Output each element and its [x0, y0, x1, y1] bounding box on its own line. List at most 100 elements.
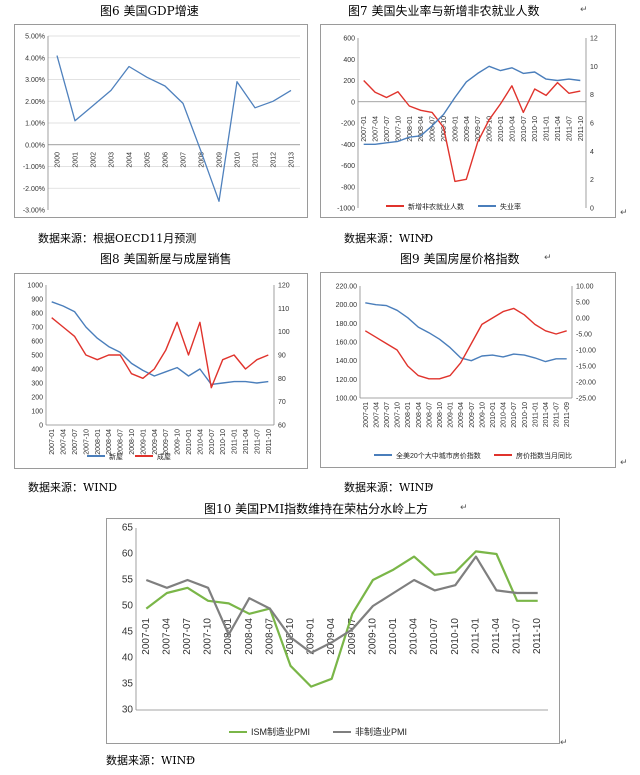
x-tick-label: 2007-04	[61, 429, 68, 455]
y-tick-label: 900	[31, 297, 43, 304]
x-tick-label: 2010	[235, 152, 242, 168]
x-tick-label: 2010-01	[186, 429, 193, 455]
x-tick-label: 2011-10	[578, 116, 585, 141]
series-line-1	[51, 301, 269, 386]
y2-tick-label: 60	[278, 423, 286, 430]
y2-tick-label: 8	[590, 92, 594, 99]
legend-label: 全美20个大中城市房价指数	[396, 451, 481, 460]
x-tick-label: 2007-01	[141, 618, 152, 655]
series-line-2	[51, 317, 269, 389]
x-tick-label: 2009-07	[347, 618, 358, 655]
x-tick-label: 2011-01	[544, 116, 551, 141]
y-tick-label: -600	[341, 163, 355, 170]
paragraph-mark: ↵	[580, 5, 588, 15]
x-tick-label: 2007-07	[182, 618, 193, 655]
chart7-source: 数据来源：WIND	[344, 232, 434, 245]
x-tick-label: 2009-01	[448, 402, 455, 428]
x-tick-label: 2011-01	[232, 429, 239, 454]
y-tick-label: 1000	[27, 283, 43, 290]
x-tick-label: 2011-04	[491, 618, 502, 654]
x-tick-label: 2011-04	[243, 429, 250, 454]
y-tick-label: 30	[122, 705, 134, 716]
series-line-2	[145, 555, 538, 654]
y2-tick-label: 80	[278, 376, 286, 383]
y2-tick-label: -15.00	[576, 364, 596, 371]
legend-label: ISM制造业PMI	[251, 726, 310, 737]
y-tick-label: 0	[39, 423, 43, 430]
legend-label: 成屋	[157, 452, 171, 461]
y-tick-label: 40	[122, 653, 134, 664]
y2-tick-label: 5.00	[576, 300, 590, 307]
chart6: 5.00% 4.00% 3.00% 2.00% 1.00% 0.00% -1.00% -2.0…	[14, 24, 308, 218]
x-tick-label: 2010-01	[388, 618, 399, 655]
y-tick-label: 160.00	[336, 340, 358, 347]
y-tick-label: 200	[343, 78, 355, 85]
legend-label: 新屋	[109, 452, 123, 461]
x-tick-label: 2010-07	[521, 116, 528, 142]
x-tick-label: 2008-07	[430, 116, 437, 142]
y2-tick-label: 110	[278, 306, 289, 313]
x-tick-label: 2001	[73, 152, 80, 168]
x-tick-label: 2008-07	[264, 618, 275, 655]
x-tick-label: 2010-01	[490, 402, 497, 428]
x-tick-label: 2007-07	[72, 429, 79, 455]
x-tick-label: 2007-04	[373, 116, 380, 142]
x-tick-label: 2009-10	[367, 618, 378, 655]
y2-tick-label: 6	[590, 121, 594, 128]
y-tick-label: 400	[31, 367, 43, 374]
x-tick-label: 2011-10	[266, 429, 273, 454]
x-tick-label: 2004	[127, 152, 134, 168]
paragraph-mark: ↵	[620, 458, 628, 468]
chart-frame	[106, 518, 560, 744]
paragraph-mark: ↵	[460, 503, 468, 513]
legend-label: 新增非农就业人数	[408, 202, 464, 211]
y2-tick-label: 0.00	[576, 316, 590, 323]
y2-tick-label: 0	[590, 206, 594, 213]
x-tick-label: 2007-10	[203, 618, 214, 655]
x-tick-label: 2008-01	[407, 116, 414, 142]
y-tick-label: 60	[122, 549, 134, 560]
y-tick-label: 4.00%	[25, 55, 45, 62]
x-tick-label: 2010-10	[532, 116, 539, 142]
y-tick-label: 45	[122, 627, 134, 638]
x-tick-label: 2011-07	[254, 429, 261, 454]
paragraph-mark: ↵	[186, 755, 194, 765]
x-tick-label: 2011-10	[532, 618, 543, 654]
chart8-source: 数据来源：WIND	[28, 481, 118, 494]
x-tick-label: 2007	[181, 152, 188, 168]
x-tick-label: 2010-04	[501, 402, 508, 428]
y-tick-label: -1.00%	[23, 164, 45, 171]
x-tick-label: 2009-10	[487, 116, 494, 142]
x-tick-label: 2005	[145, 152, 152, 168]
paragraph-mark: ↵	[427, 482, 435, 492]
x-tick-label: 2009-01	[306, 618, 317, 655]
chart10: 65 60 55 50 45 40 35 30 2007-01 2007-04 2007-07 200…	[106, 518, 560, 744]
y-tick-label: 50	[122, 601, 134, 612]
x-tick-label: 2006	[163, 152, 170, 168]
x-tick-label: 2011-09	[564, 402, 571, 427]
x-tick-label: 2007-01	[361, 116, 368, 142]
x-tick-label: 2008	[199, 152, 206, 168]
y2-tick-label: 4	[590, 149, 594, 156]
y2-tick-label: 2	[590, 177, 594, 184]
x-tick-label: 2007-10	[395, 116, 402, 142]
x-tick-label: 2009-10	[175, 429, 182, 455]
x-tick-label: 2009-04	[458, 402, 465, 428]
y-tick-label: 35	[122, 679, 134, 690]
x-tick-label: 2012	[271, 152, 278, 168]
y-tick-label: 2.00%	[25, 99, 45, 106]
x-tick-label: 2010-07	[429, 618, 440, 655]
x-tick-label: 2009-04	[464, 116, 471, 142]
x-tick-label: 2010-10	[220, 429, 227, 455]
x-tick-label: 2007-10	[83, 429, 90, 455]
y-tick-label: -3.00%	[23, 208, 45, 215]
x-tick-label: 2008-01	[405, 402, 412, 428]
x-tick-label: 2010-07	[511, 402, 518, 428]
x-tick-label: 2009-04	[326, 618, 337, 655]
y2-tick-label: 10	[590, 64, 598, 71]
x-tick-label: 2003	[109, 152, 116, 168]
y-tick-label: 200	[31, 395, 43, 402]
x-tick-label: 2009-10	[479, 402, 486, 428]
x-tick-label: 2009	[217, 152, 224, 168]
x-tick-label: 2011-07	[512, 618, 523, 654]
